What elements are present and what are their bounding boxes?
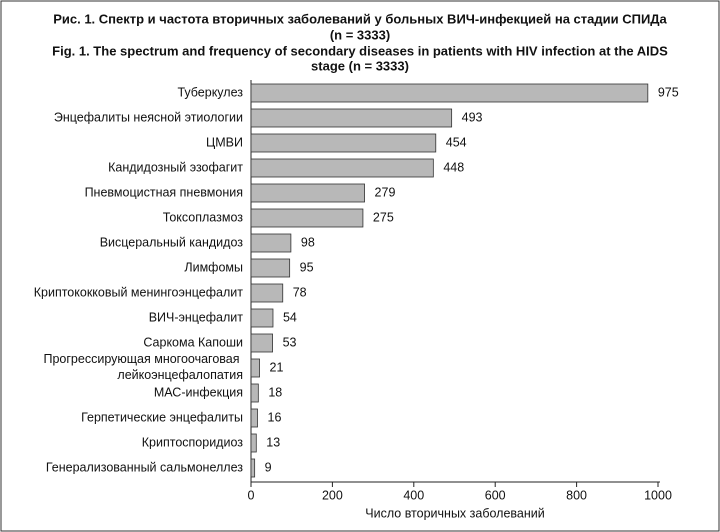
bar [250,358,260,378]
value-label: 493 [462,110,483,124]
y-tick-label: ЦМВИ [206,135,243,149]
y-tick-label: Лимфомы [184,260,243,274]
x-axis-label: Число вторичных заболеваний [365,506,544,520]
x-tick-label: 600 [485,488,506,502]
value-label: 53 [283,335,297,349]
y-tick-label: Саркома Капоши [143,335,243,349]
y-tick-label: Прогрессирующая многоочаговая лейкоэнцеф… [43,352,243,382]
x-tick-label: 400 [403,488,424,502]
y-tick-label: Висцеральный кандидоз [100,235,244,249]
bar [250,333,273,353]
value-label: 279 [375,185,396,199]
value-label: 275 [373,210,394,224]
bar [250,208,364,228]
value-label: 9 [265,460,272,474]
bar [250,83,649,103]
x-tick-label: 200 [322,488,343,502]
value-label: 13 [266,435,280,449]
y-tick-label: Энцефалиты неясной этиологии [54,110,243,124]
value-label: 454 [446,135,467,149]
bar [250,233,292,253]
bar [250,308,274,328]
bar [250,258,291,278]
x-tick-label: 0 [248,488,255,502]
value-label: 95 [300,260,314,274]
bar [250,408,258,428]
bar [250,383,259,403]
y-tick-label: Пневмоцистная пневмония [85,185,243,199]
y-tick-label: Герпетические энцефалиты [81,410,243,424]
value-label: 54 [283,310,297,324]
value-label: 21 [270,360,284,374]
bar [250,158,434,178]
chart-title: Fig. 1. The spectrum and frequency of se… [52,43,668,58]
value-label: 16 [268,410,282,424]
bar [250,433,257,453]
bar [250,458,256,478]
y-tick-label: ВИЧ-энцефалит [149,310,244,324]
x-tick-label: 800 [566,488,587,502]
value-label: 448 [443,160,464,174]
value-label: 98 [301,235,315,249]
bar [250,283,284,303]
y-tick-label: Кандидозный эзофагит [108,160,243,174]
y-tick-label: Криптококковый менингоэнцефалит [34,285,244,299]
chart-title: stage (n = 3333) [311,58,409,73]
y-tick-label: Генерализованный сальмонеллез [46,460,243,474]
chart-title: Рис. 1. Спектр и частота вторичных забол… [53,11,667,26]
value-label: 18 [268,385,282,399]
value-label: 975 [658,85,679,99]
chart-title: (n = 3333) [330,27,390,42]
bar [250,133,437,153]
x-tick-label: 1000 [644,488,672,502]
bar [250,183,365,203]
y-tick-label: Туберкулез [177,85,243,99]
y-tick-label: Токсоплазмоз [163,210,244,224]
bar [250,108,453,128]
y-tick-label: Криптоспоридиоз [142,435,244,449]
y-tick-label: МАС-инфекция [154,385,243,399]
value-label: 78 [293,285,307,299]
